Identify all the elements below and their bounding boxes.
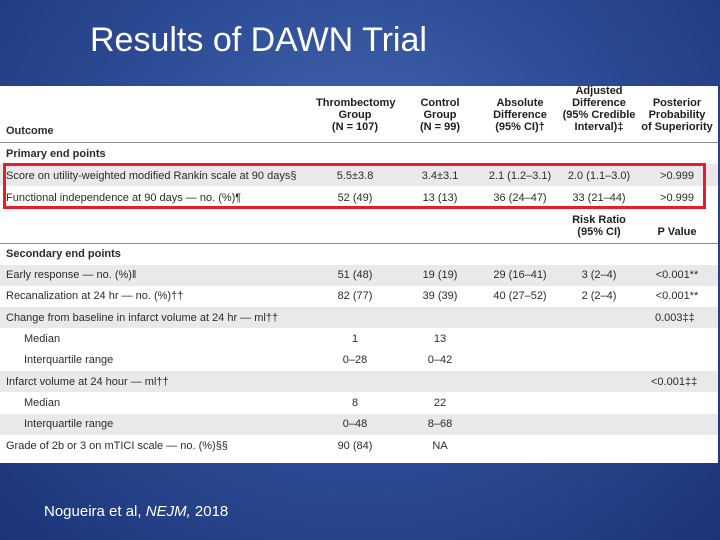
citation-journal: NEJM, [145, 503, 191, 520]
header-absolute-difference: Absolute Difference (95% CI)† [493, 97, 547, 133]
cell-absolute: 2.1 (1.2–3.1) [488, 170, 552, 182]
cell-control: 3.4±3.1 [421, 170, 459, 182]
cell-thrombectomy: 0–28 [342, 354, 368, 366]
header-divider [0, 142, 718, 143]
row-shade [0, 307, 718, 328]
cell-thrombectomy: 90 (84) [337, 440, 373, 452]
cell-control: 13 (13) [422, 192, 458, 204]
row-shade [0, 371, 718, 392]
secondary-divider [0, 243, 718, 244]
cell-p-value: <0.001** [655, 290, 699, 302]
citation-authors: Nogueira et al, [44, 503, 146, 520]
cell-thrombectomy: 1 [351, 333, 359, 345]
cell-outcome: Score on utility-weighted modified Ranki… [6, 170, 297, 182]
cell-adjusted: 2.0 (1.1–3.0) [567, 170, 631, 182]
secondary-endpoints-label: Secondary end points [6, 248, 121, 260]
cell-outcome: Grade of 2b or 3 on mTICI scale — no. (%… [6, 440, 228, 452]
cell-control: 19 (19) [422, 269, 458, 281]
cell-thrombectomy: 51 (48) [337, 269, 373, 281]
header-outcome: Outcome [6, 125, 54, 137]
cell-risk-ratio: 3 (2–4) [581, 269, 617, 281]
row-shade [0, 265, 718, 286]
cell-p-value: 0.003‡‡ [655, 312, 695, 324]
header-thrombectomy: Thrombectomy Group (N = 107) [316, 97, 396, 133]
slide-title: Results of DAWN Trial [90, 21, 427, 59]
cell-control: 13 [433, 333, 447, 345]
cell-thrombectomy: 5.5±3.8 [336, 170, 374, 182]
cell-outcome: Early response — no. (%)‖ [6, 269, 137, 281]
cell-control: NA [432, 440, 448, 452]
primary-endpoints-label: Primary end points [6, 148, 106, 160]
results-table: Thrombectomy Group (N = 107) Control Gro… [0, 86, 718, 463]
cell-p-value: <0.001** [655, 269, 699, 281]
cell-outcome: Interquartile range [24, 354, 114, 366]
row-shade [0, 414, 718, 435]
cell-thrombectomy: 8 [351, 397, 359, 409]
cell-absolute: 29 (16–41) [493, 269, 547, 281]
cell-control: 39 (39) [422, 290, 458, 302]
cell-adjusted: 33 (21–44) [572, 192, 626, 204]
cell-absolute: 40 (27–52) [493, 290, 547, 302]
header-p-value: P Value [657, 226, 697, 238]
header-risk-ratio: Risk Ratio (95% CI) [572, 214, 626, 238]
cell-p-value: <0.001‡‡ [651, 376, 698, 388]
cell-thrombectomy: 0–48 [342, 418, 368, 430]
header-posterior-probability: Posterior Probability of Superiority [641, 97, 713, 133]
citation-year: 2018 [190, 503, 229, 520]
cell-posterior: >0.999 [660, 170, 694, 182]
cell-control: 0–42 [427, 354, 453, 366]
header-adjusted-difference: Adjusted Difference (95% Credible Interv… [562, 86, 636, 133]
cell-outcome: Functional independence at 90 days — no.… [6, 192, 242, 204]
cell-outcome: Infarct volume at 24 hour — ml†† [6, 376, 169, 388]
cell-control: 22 [433, 397, 447, 409]
row-shade [0, 164, 718, 186]
header-control: Control Group (N = 99) [419, 97, 461, 133]
cell-outcome: Interquartile range [24, 418, 114, 430]
cell-absolute: 36 (24–47) [493, 192, 547, 204]
cell-posterior: >0.999 [660, 192, 694, 204]
cell-outcome: Recanalization at 24 hr — no. (%)†† [6, 290, 184, 302]
cell-control: 8–68 [427, 418, 453, 430]
cell-thrombectomy: 82 (77) [337, 290, 373, 302]
cell-thrombectomy: 52 (49) [337, 192, 373, 204]
cell-risk-ratio: 2 (2–4) [581, 290, 617, 302]
cell-outcome: Change from baseline in infarct volume a… [6, 312, 279, 324]
citation: Nogueira et al, NEJM, 2018 [44, 503, 228, 521]
cell-outcome: Median [24, 397, 61, 409]
cell-outcome: Median [24, 333, 61, 345]
